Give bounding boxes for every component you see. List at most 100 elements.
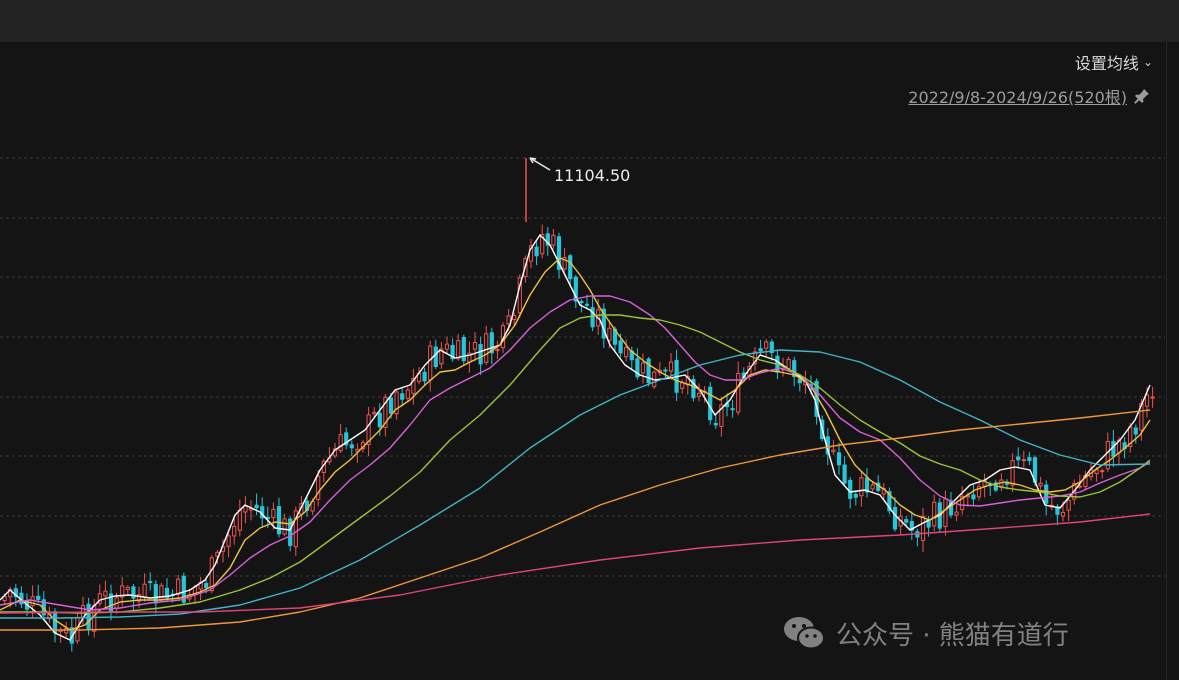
candle — [960, 486, 965, 515]
candle — [657, 362, 662, 376]
candle-body — [556, 236, 562, 270]
candle-body — [1016, 456, 1021, 461]
candle — [489, 327, 494, 365]
candle-body — [1055, 506, 1060, 515]
candle-body — [271, 508, 276, 519]
candle-body — [86, 603, 91, 629]
candle-body — [164, 587, 170, 599]
candle-body — [920, 515, 926, 541]
candle-body — [545, 233, 550, 246]
candle-body — [1027, 457, 1032, 462]
ma-line-ma20 — [0, 295, 1151, 611]
candle-body — [439, 348, 444, 365]
ma-settings-label: 设置均线 — [1074, 54, 1139, 73]
annotations: 11104.50 — [529, 157, 630, 185]
date-range-label[interactable]: 2022/9/8-2024/9/26(520根) — [908, 88, 1127, 107]
candle — [708, 382, 713, 425]
candle-body — [607, 327, 612, 341]
candle — [713, 413, 718, 429]
ma-line-ma10 — [0, 257, 1151, 631]
candle-body — [696, 392, 702, 397]
candle — [243, 496, 248, 524]
candle-body — [377, 412, 382, 428]
grid — [0, 157, 1165, 577]
candle-body — [663, 369, 668, 372]
candle-body — [764, 341, 769, 349]
ma-settings-dropdown[interactable]: 设置均线 ⌄ — [1075, 50, 1153, 74]
candle — [164, 577, 170, 602]
candle-body — [842, 464, 847, 484]
candle — [1027, 451, 1032, 466]
candle — [635, 348, 640, 380]
candle — [864, 468, 870, 498]
candle-body — [646, 358, 651, 384]
candle-body — [534, 246, 539, 257]
candle-body — [551, 234, 556, 246]
candle-body — [461, 336, 466, 362]
candle-body — [954, 511, 959, 516]
candle-body — [932, 501, 937, 527]
candle — [237, 499, 242, 537]
candle — [428, 340, 433, 392]
candle — [551, 229, 556, 250]
wechat-icon — [784, 617, 825, 650]
candle-body — [1010, 460, 1015, 486]
candle-body — [792, 360, 797, 377]
candle-body — [624, 347, 629, 358]
candle — [909, 511, 914, 540]
candle-body — [859, 477, 864, 497]
candle — [904, 515, 909, 527]
candle-body — [120, 585, 125, 598]
top-toolbar — [0, 0, 1179, 42]
candle — [321, 458, 326, 482]
candle — [439, 342, 444, 369]
candle-body — [1066, 499, 1071, 511]
candle — [226, 532, 231, 558]
candle-body — [226, 535, 231, 547]
high-arrow-icon — [529, 157, 551, 171]
candle — [512, 312, 517, 326]
candle-body — [853, 493, 858, 498]
candle — [316, 470, 321, 507]
candle-body — [797, 378, 802, 384]
candle — [400, 386, 405, 407]
candle-body — [1038, 482, 1043, 487]
candle-body — [209, 557, 214, 592]
candle — [568, 253, 573, 286]
candle — [19, 586, 24, 609]
candle-body — [433, 346, 438, 367]
candle — [971, 484, 976, 506]
candle-body — [428, 345, 433, 381]
candle-body — [131, 586, 136, 599]
candle — [663, 367, 668, 378]
candle-body — [708, 386, 713, 421]
candle — [769, 339, 774, 361]
candle — [366, 407, 371, 457]
candle — [736, 361, 741, 416]
candle — [254, 493, 259, 516]
ma-line-ma120 — [0, 409, 1151, 631]
candle-body — [848, 479, 853, 499]
candle-body — [176, 578, 181, 595]
candle — [108, 584, 114, 621]
candle-body — [870, 484, 875, 490]
candle — [870, 481, 875, 493]
candle-body — [349, 444, 354, 449]
candle — [920, 507, 926, 553]
candle-body — [237, 509, 242, 531]
candle — [573, 274, 578, 309]
candle-body — [573, 276, 578, 302]
candle — [764, 338, 769, 357]
candle — [887, 487, 892, 515]
pin-icon[interactable] — [1133, 87, 1151, 105]
candle — [344, 427, 349, 450]
candle — [528, 239, 534, 269]
candle-body — [422, 371, 427, 382]
candle — [848, 477, 853, 509]
candle-body — [472, 342, 478, 350]
candle — [556, 232, 562, 279]
candle — [601, 303, 606, 348]
candle-body — [97, 593, 102, 604]
